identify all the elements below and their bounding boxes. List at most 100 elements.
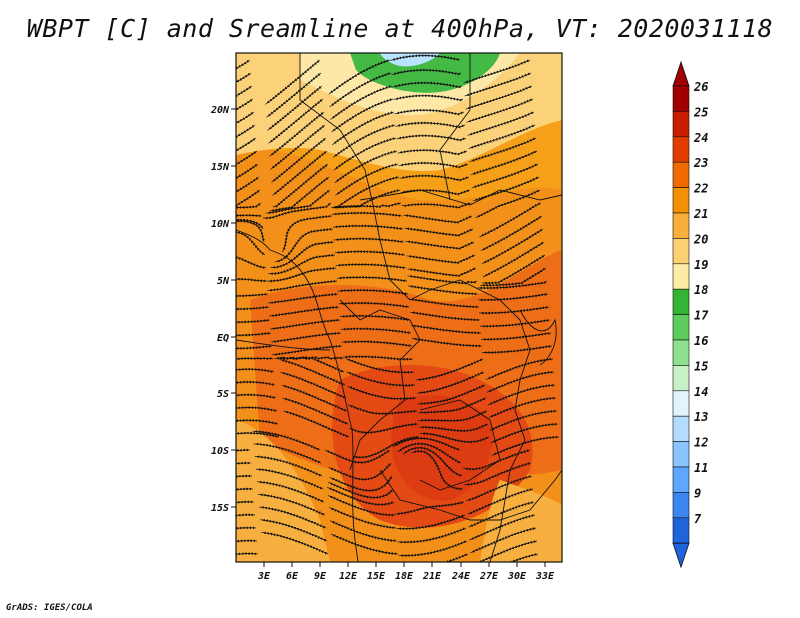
colorbar-label-18: 18 xyxy=(694,283,708,297)
streamline-125 xyxy=(236,380,276,390)
streamline-50 xyxy=(236,189,261,209)
colorbar-swatch-9 xyxy=(672,314,690,341)
colorbar-label-13: 13 xyxy=(694,410,708,424)
colorbar-swatch-7 xyxy=(672,263,690,290)
map-frame xyxy=(235,52,563,563)
streamline-57 xyxy=(331,202,402,209)
lon-label-9e: 9E xyxy=(314,571,327,582)
colorbar-label-25: 25 xyxy=(693,105,708,119)
colorbar-label-15: 15 xyxy=(694,359,708,373)
lon-label-12e: 12E xyxy=(339,571,358,582)
streamline-95 xyxy=(236,305,270,311)
streamline-75 xyxy=(236,229,266,256)
streamline-15 xyxy=(236,98,254,127)
streamline-45 xyxy=(236,176,260,208)
lon-label-6e: 6E xyxy=(286,571,299,582)
streamline-8 xyxy=(391,68,462,76)
streamline-137 xyxy=(347,404,418,416)
streamline-103 xyxy=(410,311,481,322)
colorbar-swatch-6 xyxy=(672,238,690,265)
lon-label-24e: 24E xyxy=(451,571,471,582)
streamline-104 xyxy=(480,318,551,328)
streamline-87 xyxy=(336,275,408,283)
streamline-175 xyxy=(236,513,256,529)
colorbar-label-23: 23 xyxy=(693,156,708,170)
streamline-106 xyxy=(271,331,342,343)
streamline-83 xyxy=(407,267,477,278)
streamline-165 xyxy=(236,487,254,504)
streamline-92 xyxy=(337,288,409,296)
streamline-25 xyxy=(236,124,256,154)
streamline-108 xyxy=(411,324,482,335)
streamline-58 xyxy=(401,202,472,209)
streamline-89 xyxy=(477,280,548,290)
streamline-78 xyxy=(406,254,476,264)
streamline-135 xyxy=(236,406,278,415)
streamline-63 xyxy=(403,214,473,224)
streamline-168 xyxy=(411,449,464,491)
streamline-94 xyxy=(477,292,549,302)
streamline-98 xyxy=(409,298,480,309)
country-borders xyxy=(236,53,562,562)
colorbar-label-22: 22 xyxy=(693,182,708,196)
colorbar-swatch-4 xyxy=(672,187,690,214)
colorbar-swatch-16 xyxy=(672,492,690,519)
lon-label-30e: 30E xyxy=(507,571,527,582)
colorbar-label-7: 7 xyxy=(694,512,702,526)
colorbar-label-19: 19 xyxy=(694,258,708,272)
streamline-110 xyxy=(236,344,273,350)
colorbar-swatch-0 xyxy=(672,85,690,112)
streamline-40 xyxy=(236,163,259,195)
streamline-112 xyxy=(341,340,413,348)
colorbar-top-arrow xyxy=(672,60,690,87)
streamline-56 xyxy=(263,202,332,220)
lat-label-eq: EQ xyxy=(217,333,229,344)
colorbar-label-16: 16 xyxy=(694,334,708,348)
colorbar-swatch-8 xyxy=(672,288,690,315)
streamlines xyxy=(236,54,560,562)
streamline-96 xyxy=(269,305,340,317)
longitude-axis: 3E 6E 9E 12E 15E 18E 21E 24E 27E 30E 33E xyxy=(257,562,555,582)
streamline-48 xyxy=(399,174,470,182)
colorbar-label-11: 11 xyxy=(694,461,708,475)
colorbar-swatch-2 xyxy=(672,136,690,163)
streamline-35 xyxy=(236,150,258,181)
streamline-23 xyxy=(394,108,465,116)
lon-label-33e: 33E xyxy=(535,571,555,582)
streamline-113 xyxy=(412,337,483,348)
streamline-185 xyxy=(236,539,258,555)
lat-label-20n: 20N xyxy=(210,105,230,116)
streamline-33 xyxy=(396,134,467,142)
credit-label: GrADS: IGES/COLA xyxy=(6,603,93,613)
colorbar-swatch-14 xyxy=(672,441,690,468)
streamline-55 xyxy=(236,202,262,209)
lon-label-3e: 3E xyxy=(257,571,271,582)
latitude-axis: 20N 15N 10N 5N EQ 5S 10S 15S xyxy=(210,105,236,514)
streamline-68 xyxy=(404,227,474,237)
colorbar-label-20: 20 xyxy=(693,232,708,246)
streamline-99 xyxy=(479,305,550,315)
streamline-90 xyxy=(236,292,269,298)
colorbar-swatch-12 xyxy=(672,390,690,417)
streamline-146 xyxy=(283,410,350,438)
streamline-114 xyxy=(482,344,553,354)
streamline-101 xyxy=(270,318,341,330)
streamline-60 xyxy=(236,211,263,218)
streamline-38 xyxy=(397,148,468,156)
lon-label-21e: 21E xyxy=(422,571,442,582)
streamline-13 xyxy=(392,81,463,89)
streamline-82 xyxy=(335,263,407,270)
lat-label-10n: 10N xyxy=(211,219,230,230)
streamline-43 xyxy=(398,161,469,169)
lat-label-10s: 10S xyxy=(211,446,229,457)
chart-title: WBPT [C] and Sreamline at 400hPa, VT: 20… xyxy=(26,14,774,43)
lon-label-27e: 27E xyxy=(479,571,499,582)
colorbar-label-21: 21 xyxy=(693,207,708,221)
streamline-80 xyxy=(236,253,267,270)
streamline-152 xyxy=(324,449,391,464)
streamline-91 xyxy=(268,292,339,304)
colorbar-label-12: 12 xyxy=(694,436,708,450)
streamline-142 xyxy=(348,422,419,434)
streamline-100 xyxy=(236,318,271,324)
